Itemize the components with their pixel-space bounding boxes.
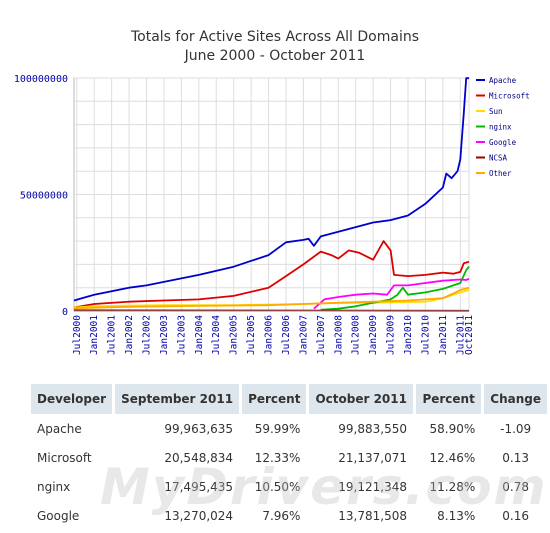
watermark-logo: MyDrivers.com [100, 458, 548, 516]
series-line-google [313, 277, 470, 310]
series-line-other [73, 286, 470, 310]
header-percent-oct: Percent [415, 384, 482, 414]
y-tick-label: 100000000 [14, 74, 68, 85]
cell-developer: nginx [37, 479, 71, 494]
cell-october: 19,121,348 [338, 479, 407, 494]
cell-percent-oct: 58.90% [429, 421, 476, 436]
x-tick-label: Jul2005 [246, 315, 257, 355]
table-row: nginx 17,495,435 10.50% 19,121,348 11.28… [31, 472, 547, 501]
y-tick-label: 50000000 [20, 191, 68, 202]
cell-percent-oct: 12.46% [429, 450, 476, 465]
cell-september: 99,963,635 [164, 421, 234, 436]
cell-percent-sep: 10.50% [254, 479, 301, 494]
x-tick-label: Jan2001 [89, 315, 100, 355]
cell-percent-sep: 7.96% [262, 508, 301, 523]
cell-percent-oct: 8.13% [437, 508, 476, 523]
cell-developer: Google [37, 508, 80, 523]
x-tick-label: Jan2003 [159, 315, 170, 355]
chart-title: Totals for Active Sites Across All Domai… [130, 29, 420, 45]
header-developer: Developer [31, 384, 113, 414]
header-october: October 2011 [309, 384, 413, 414]
header-percent-sep: Percent [242, 384, 307, 414]
y-tick-label: 0 [62, 307, 68, 318]
x-tick-label: Jul2010 [420, 315, 431, 355]
x-tick-label: Jan2007 [298, 315, 309, 355]
cell-developer: Microsoft [37, 450, 92, 465]
x-tick-label: Jul2011 [455, 315, 466, 355]
legend-label: NCSA [489, 154, 508, 163]
chart-subtitle: June 2000 - October 2011 [184, 48, 366, 64]
cell-october: 21,137,071 [338, 450, 407, 465]
x-tick-label: Jul2008 [351, 315, 362, 355]
x-tick-label: Jan2006 [264, 315, 275, 355]
x-tick-label: Jan2005 [229, 315, 240, 355]
x-tick-label: Jan2008 [333, 315, 344, 355]
cell-percent-sep: 59.99% [254, 421, 301, 436]
series-line-nginx [320, 265, 470, 311]
cell-october: 99,883,550 [338, 421, 407, 436]
x-tick-label: Jan2002 [124, 315, 135, 355]
x-tick-label: Jul2003 [176, 315, 187, 355]
line-chart: 0 50000000 100000000 Jul2000 Jan2001 Jul2001 J… [14, 74, 530, 355]
x-tick-label: Jul2004 [211, 315, 222, 355]
table-row: Apache 99,963,635 59.99% 99,883,550 58.9… [31, 414, 547, 443]
x-tick-label: Jul2007 [316, 315, 327, 355]
cell-october: 13,781,508 [338, 508, 407, 523]
market-share-table: Developer September 2011 Percent October… [28, 384, 550, 530]
legend-label: Microsoft [489, 92, 530, 101]
cell-change: 0.13 [502, 450, 529, 465]
cell-percent-oct: 11.28% [429, 479, 476, 494]
cell-change: 0.16 [502, 508, 529, 523]
x-tick-label: Jan2010 [403, 315, 414, 355]
x-tick-label: Jul2009 [386, 315, 397, 355]
x-tick-label: Oct2011 [464, 315, 475, 355]
cell-september: 13,270,024 [164, 508, 234, 523]
legend-label: Other [489, 169, 512, 178]
table-header-row: Developer September 2011 Percent October… [31, 384, 547, 414]
legend-label: nginx [489, 123, 512, 132]
x-tick-label: Jul2000 [72, 315, 83, 355]
x-tick-label: Jan2004 [194, 315, 205, 355]
legend-label: Sun [489, 107, 503, 116]
series-line-microsoft [73, 240, 470, 309]
x-tick-label: Jan2011 [438, 315, 449, 355]
header-september: September 2011 [115, 384, 240, 414]
header-change: Change [484, 384, 547, 414]
chart-title-block: Totals for Active Sites Across All Domai… [0, 28, 550, 66]
cell-september: 20,548,834 [164, 450, 234, 465]
cell-change: -1.09 [500, 421, 532, 436]
table-row: Microsoft 20,548,834 12.33% 21,137,071 1… [31, 443, 547, 472]
cell-change: 0.78 [502, 479, 529, 494]
cell-percent-sep: 12.33% [254, 450, 301, 465]
x-tick-label: Jan2009 [368, 315, 379, 355]
series-line-apache [73, 77, 469, 302]
legend-label: Google [489, 138, 517, 147]
cell-developer: Apache [37, 421, 82, 436]
x-tick-label: Jul2001 [107, 315, 118, 355]
legend-label: Apache [489, 76, 517, 85]
table-row: Google 13,270,024 7.96% 13,781,508 8.13%… [31, 501, 547, 530]
x-tick-label: Jul2006 [281, 315, 292, 355]
cell-september: 17,495,435 [164, 479, 234, 494]
x-tick-label: Jul2002 [142, 315, 153, 355]
